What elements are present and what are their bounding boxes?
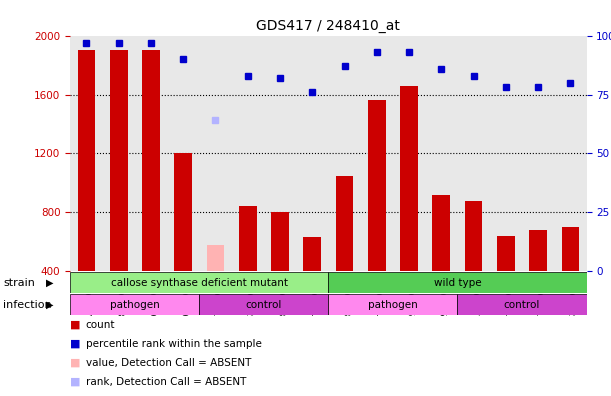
Bar [562, 227, 579, 271]
Text: control: control [246, 299, 282, 310]
Bar [239, 206, 257, 271]
Text: ■: ■ [70, 358, 81, 368]
Bar [70, 294, 199, 315]
Text: value, Detection Call = ABSENT: value, Detection Call = ABSENT [86, 358, 251, 368]
Bar [142, 50, 160, 271]
Bar [207, 245, 224, 271]
Text: percentile rank within the sample: percentile rank within the sample [86, 339, 262, 349]
Text: ■: ■ [70, 320, 81, 330]
Text: ■: ■ [70, 377, 81, 387]
Text: control: control [504, 299, 540, 310]
Bar [271, 212, 289, 271]
Bar [110, 50, 128, 271]
Text: callose synthase deficient mutant: callose synthase deficient mutant [111, 278, 288, 288]
Text: ■: ■ [70, 339, 81, 349]
Text: wild type: wild type [434, 278, 481, 288]
Bar [335, 175, 353, 271]
Text: ▶: ▶ [46, 299, 54, 310]
Text: ▶: ▶ [46, 278, 54, 288]
Text: pathogen: pathogen [368, 299, 418, 310]
Bar [329, 294, 458, 315]
Text: infection: infection [3, 299, 52, 310]
Bar [304, 237, 321, 271]
Bar [433, 195, 450, 271]
Bar [70, 272, 329, 293]
Bar [78, 50, 95, 271]
Bar [329, 272, 587, 293]
Bar [368, 101, 386, 271]
Text: rank, Detection Call = ABSENT: rank, Detection Call = ABSENT [86, 377, 246, 387]
Bar [174, 154, 192, 271]
Bar [497, 236, 514, 271]
Bar [529, 230, 547, 271]
Bar [465, 200, 483, 271]
Text: pathogen: pathogen [110, 299, 159, 310]
Text: count: count [86, 320, 115, 330]
Title: GDS417 / 248410_at: GDS417 / 248410_at [257, 19, 400, 33]
Text: strain: strain [3, 278, 35, 288]
Bar [199, 294, 329, 315]
Bar [458, 294, 587, 315]
Bar [400, 86, 418, 271]
